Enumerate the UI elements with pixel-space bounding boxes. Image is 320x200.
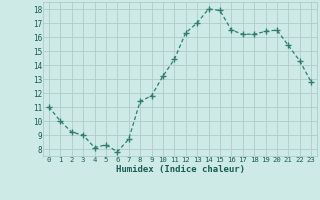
X-axis label: Humidex (Indice chaleur): Humidex (Indice chaleur) xyxy=(116,165,244,174)
